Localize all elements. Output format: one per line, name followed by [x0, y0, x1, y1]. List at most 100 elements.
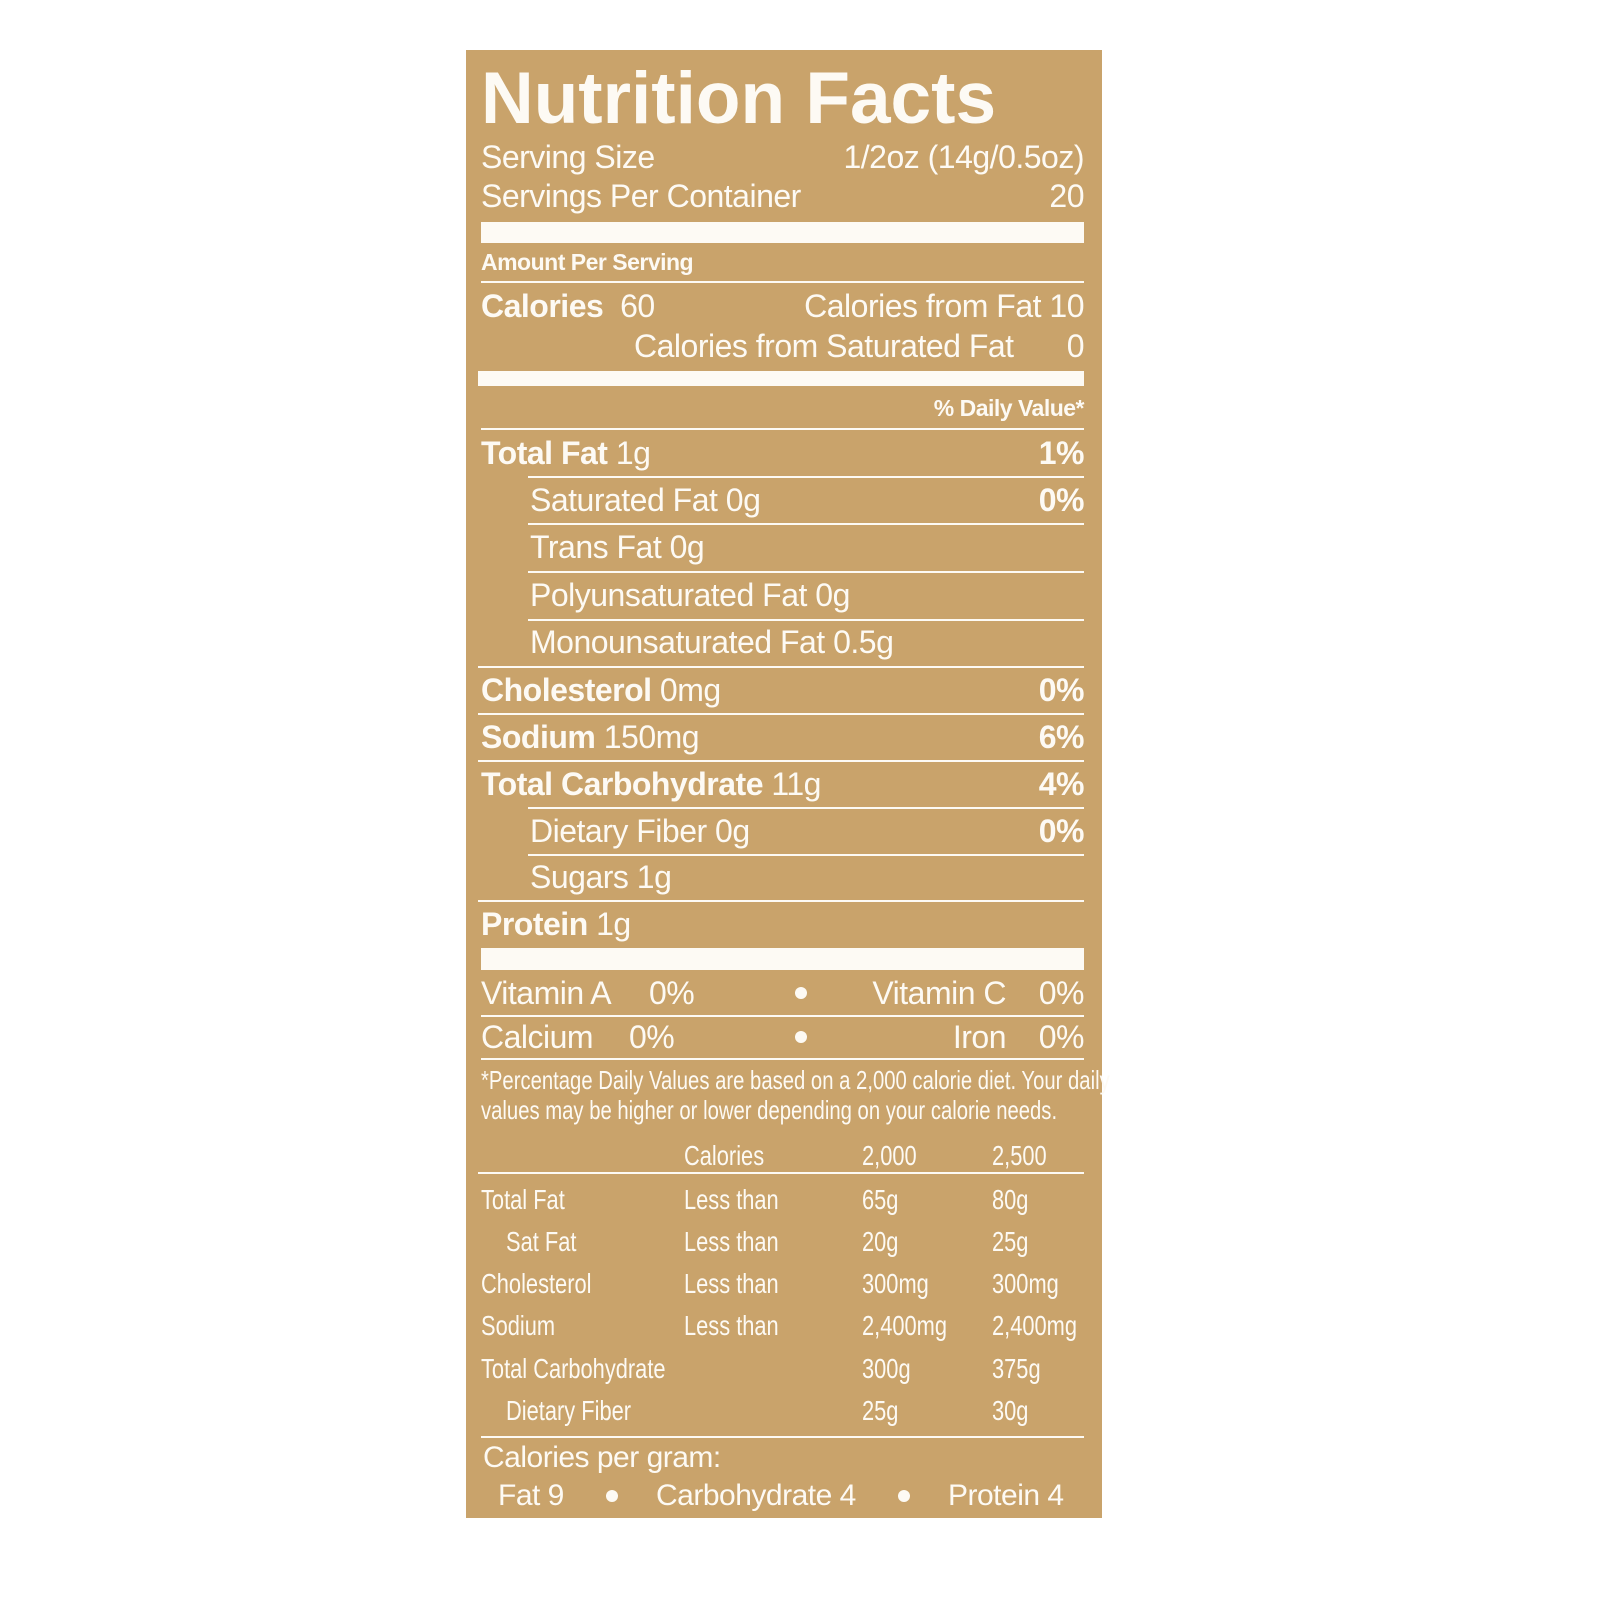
ref-cell: 20g: [862, 1224, 909, 1256]
servings-value: 20: [1049, 178, 1084, 214]
nutrient: Saturated Fat 0g: [530, 482, 761, 518]
ref-cell: Less than: [684, 1182, 805, 1214]
ref-cell: Less than: [684, 1266, 805, 1298]
ref-cell: Cholesterol: [481, 1266, 623, 1298]
ref-cell: 2,400mg: [862, 1308, 971, 1340]
vitamin-name: Calcium: [481, 1019, 594, 1055]
ref-cell: Less than: [684, 1308, 805, 1340]
ref-text: Less than: [684, 1184, 779, 1215]
nutrient-dv: 0%: [1038, 482, 1085, 518]
footnote-line: *Percentage Daily Values are based on a …: [481, 1065, 1110, 1095]
nutrient: Sugars 1g: [530, 859, 672, 895]
rule: [478, 1172, 1084, 1174]
rule: [481, 1058, 1084, 1060]
ref-cell: 25g: [992, 1224, 1039, 1256]
ref-text: 25g: [992, 1226, 1029, 1257]
ref-cell: 80g: [992, 1182, 1039, 1214]
nutrient: Protein 1g: [481, 908, 631, 940]
title: Nutrition Facts: [481, 58, 997, 139]
calories-per-gram-label: Calories per gram:: [483, 1441, 721, 1474]
ref-text: Cholesterol: [481, 1268, 592, 1299]
thick-bar: [481, 948, 1084, 970]
nutrient: Polyunsaturated Fat 0g: [530, 579, 850, 611]
calories-sat-fat-value: 0: [1066, 328, 1085, 364]
ref-cell: 65g: [862, 1182, 909, 1214]
nutrient-dv: 0%: [1038, 813, 1085, 849]
calories-label: Calories: [481, 288, 604, 324]
footnote: *Percentage Daily Values are based on a …: [481, 1067, 1287, 1094]
ref-text: 65g: [862, 1184, 899, 1215]
thick-bar: [478, 371, 1084, 386]
ref-header: Calories: [684, 1138, 787, 1170]
calories-row: Calories 60: [481, 290, 655, 322]
ref-cell: 300mg: [862, 1266, 948, 1298]
ref-text: Total Fat: [481, 1184, 565, 1215]
ref-text: 375g: [992, 1353, 1041, 1384]
nutrient-amount: 0g: [669, 529, 705, 565]
servings-label: Servings Per Container: [481, 178, 801, 214]
ref-cell: Total Carbohydrate: [481, 1351, 718, 1383]
ref-text: 2,400mg: [862, 1310, 947, 1341]
nutrient-amount: 1g: [615, 435, 651, 471]
ref-cell: 300g: [862, 1351, 924, 1383]
nutrient-amount: 0g: [815, 577, 850, 613]
ref-text: Sat Fat: [506, 1226, 577, 1257]
nutrient-name: Monounsaturated Fat: [530, 624, 825, 660]
calories-sat-fat-label: Calories from Saturated Fat: [634, 328, 1014, 364]
ref-cell: 300mg: [992, 1266, 1078, 1298]
calories-fat-label: Calories from Fat: [804, 288, 1042, 324]
nutrient-name: Sodium: [481, 719, 596, 755]
rule: [528, 807, 1084, 809]
nutrient-amount: 0g: [715, 813, 750, 849]
ref-cell: Dietary Fiber: [506, 1393, 666, 1425]
footnote: values may be higher or lower depending …: [481, 1097, 1220, 1124]
ref-cell: 2,000: [862, 1140, 917, 1171]
bullet: [795, 1031, 807, 1043]
nutrient-name: Sugars: [530, 859, 629, 895]
vitamin-value: 0%: [629, 1019, 675, 1055]
ref-text: 30g: [992, 1395, 1029, 1426]
ref-cell: 2,400mg: [992, 1308, 1101, 1340]
nutrient: Cholesterol 0mg: [481, 674, 721, 706]
rule: [481, 281, 1084, 283]
ref-cell: Sodium: [481, 1308, 576, 1340]
bullet: [795, 987, 807, 999]
rule: [528, 854, 1084, 856]
rule: [481, 428, 1084, 430]
nutrient-amount: 1g: [636, 859, 672, 895]
nutrient: Sodium 150mg: [481, 719, 700, 755]
nutrient-name: Polyunsaturated Fat: [530, 577, 807, 613]
rule: [478, 666, 1084, 668]
ref-text: 80g: [992, 1184, 1029, 1215]
nutrient-amount: 0.5g: [833, 624, 894, 660]
rule: [528, 619, 1084, 621]
ref-text: 300mg: [992, 1268, 1059, 1299]
nutrient: Total Fat 1g: [481, 435, 651, 471]
nutrient-amount: 11g: [771, 766, 821, 802]
vitamin-name: Vitamin A: [481, 975, 612, 1011]
nutrient-name: Saturated Fat: [530, 482, 718, 518]
ref-cell: 375g: [992, 1351, 1054, 1383]
nutrient: Dietary Fiber 0g: [530, 815, 750, 847]
rule: [528, 523, 1084, 525]
vitamin-name: Iron: [952, 1019, 1007, 1055]
nutrient: Monounsaturated Fat 0.5g: [530, 624, 894, 660]
rule: [481, 1015, 1084, 1017]
calories-per-gram-item: Carbohydrate 4: [656, 1479, 856, 1512]
nutrient-name: Total Carbohydrate: [481, 766, 764, 802]
ref-text: 25g: [862, 1395, 899, 1426]
ref-cell: Sat Fat: [506, 1224, 596, 1256]
rule: [478, 713, 1084, 715]
nutrient-name: Cholesterol: [481, 672, 652, 708]
vitamin-value: 0%: [649, 975, 695, 1011]
nutrient-dv: 6%: [1038, 719, 1085, 755]
daily-value-header: % Daily Value*: [933, 395, 1085, 421]
ref-text: Dietary Fiber: [506, 1395, 632, 1426]
ref-text: Less than: [684, 1310, 779, 1341]
amount-per-serving: Amount Per Serving: [481, 249, 694, 275]
rule: [478, 900, 1084, 902]
ref-header: 2,000: [862, 1138, 932, 1170]
nutrient-dv: 1%: [1038, 435, 1085, 471]
rule: [481, 1436, 1084, 1438]
nutrient-name: Protein: [481, 906, 588, 942]
